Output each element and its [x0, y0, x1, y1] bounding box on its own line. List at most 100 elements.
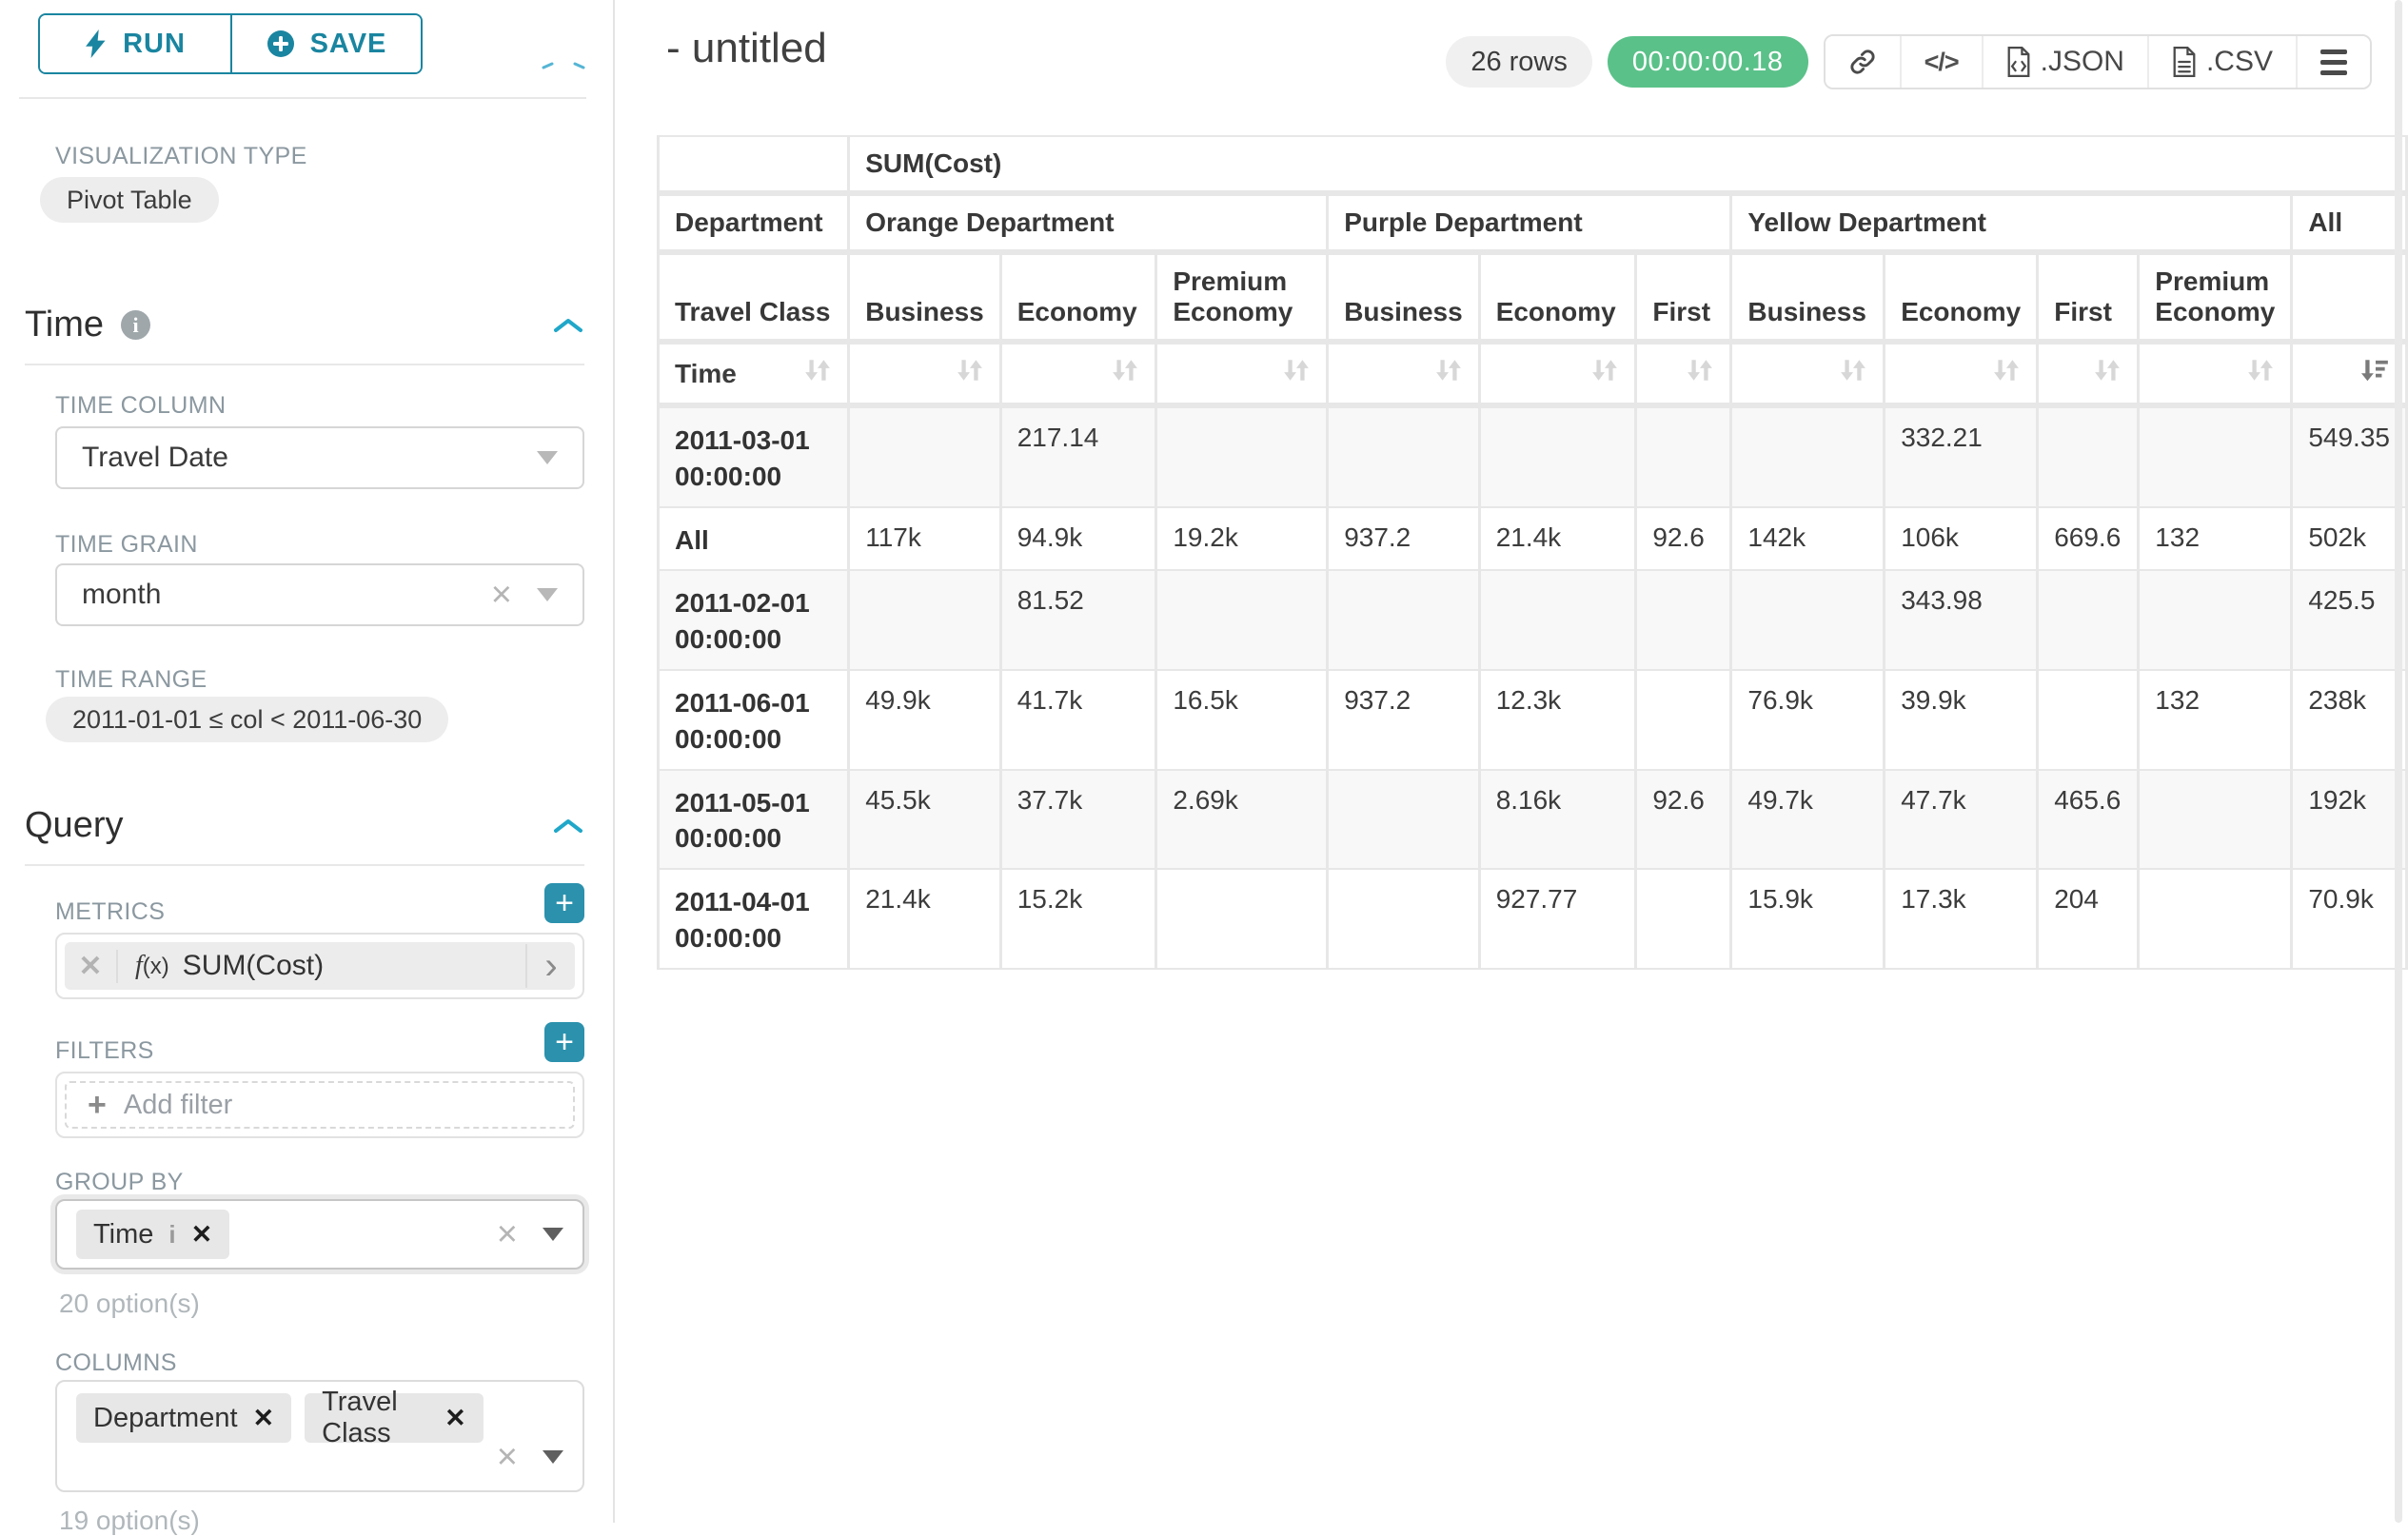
metrics-field: ✕ f(x) SUM(Cost) › [55, 933, 584, 999]
pivot-col-group-header: Orange Department [850, 196, 1327, 253]
remove-tag-icon[interactable]: ✕ [444, 1403, 466, 1432]
filters-field: + Add filter [55, 1072, 584, 1138]
columns-tag-label: Travel Class [322, 1387, 398, 1448]
remove-tag-icon[interactable]: ✕ [190, 1219, 213, 1249]
clear-icon[interactable]: × [490, 575, 512, 615]
pivot-row: 2011-06-01 00:00:00 49.9k 41.7k 16.5k 937.2 1… [660, 670, 2405, 769]
pivot-row-label: 2011-02-01 00:00:00 [660, 571, 848, 669]
chevron-down-icon[interactable] [543, 1228, 563, 1241]
sort-updown-icon [803, 356, 832, 391]
group-by-tag-label: Time [93, 1218, 154, 1250]
pivot-cell [1329, 408, 1478, 506]
tag-info-icon[interactable]: i [168, 1219, 176, 1249]
query-timer-badge: 00:00:00.18 [1607, 36, 1808, 88]
save-button[interactable]: SAVE [230, 15, 421, 72]
pivot-cell [1157, 571, 1327, 669]
pivot-cell [1329, 870, 1478, 968]
pivot-cell: 70.9k [2293, 870, 2405, 968]
pivot-table: SUM(Cost) Department Orange Department Purp… [657, 135, 2408, 970]
info-circle-icon[interactable]: i [121, 310, 151, 340]
pivot-sort-header[interactable] [1637, 345, 1730, 406]
pivot-cell: 76.9k [1732, 670, 1884, 769]
columns-select[interactable]: Department ✕ Travel Class ✕ × [55, 1380, 584, 1492]
run-button[interactable]: RUN [40, 15, 230, 72]
pivot-sort-header[interactable] [2140, 345, 2291, 406]
add-filter-plus-button[interactable]: + [544, 1022, 584, 1062]
chevron-down-icon[interactable] [537, 451, 558, 464]
pivot-cell: 132 [2140, 670, 2291, 769]
chart-type-collapse-chevron-icon[interactable] [541, 59, 586, 72]
pivot-cell: 465.6 [2039, 770, 2138, 869]
pivot-cell [1637, 408, 1730, 506]
pivot-cell: 937.2 [1329, 670, 1478, 769]
pivot-sort-header[interactable] [1329, 345, 1478, 406]
metrics-label: METRICS [55, 898, 166, 925]
columns-tag-label: Department [93, 1402, 238, 1433]
pivot-cell: 47.7k [1885, 770, 2037, 869]
pivot-cell: 17.3k [1885, 870, 2037, 968]
pivot-sort-header[interactable] [1001, 345, 1155, 406]
pivot-sort-header-active[interactable] [2293, 345, 2405, 406]
pivot-cell: 49.9k [850, 670, 999, 769]
pivot-row: 2011-04-01 00:00:00 21.4k 15.2k 927.77 15.9k… [660, 870, 2405, 968]
pivot-cell [1157, 870, 1327, 968]
metric-expand-chevron-icon[interactable]: › [525, 944, 575, 988]
add-filter-button[interactable]: + Add filter [65, 1081, 575, 1129]
pivot-sort-header[interactable] [1157, 345, 1327, 406]
pivot-row-label: All [660, 507, 848, 570]
export-json-button[interactable]: .JSON [1981, 36, 2147, 88]
chevron-down-icon[interactable] [543, 1450, 563, 1464]
add-metric-button[interactable]: + [544, 883, 584, 923]
pivot-cell: 2.69k [1157, 770, 1327, 869]
time-column-label: TIME COLUMN [55, 392, 227, 419]
pivot-sort-header[interactable] [1885, 345, 2037, 406]
pivot-sort-header[interactable] [1732, 345, 1884, 406]
pivot-sort-header[interactable] [850, 345, 999, 406]
view-query-button[interactable]: </> [1899, 36, 1982, 88]
metric-chip[interactable]: ✕ f(x) SUM(Cost) › [65, 942, 575, 990]
sort-updown-icon [1992, 356, 2021, 391]
visualization-type-chip[interactable]: Pivot Table [40, 177, 219, 223]
clear-icon[interactable]: × [496, 1437, 518, 1477]
pivot-cell: 425.5 [2293, 571, 2405, 669]
metric-chip-body[interactable]: f(x) SUM(Cost) [118, 950, 525, 982]
pivot-cell: 8.16k [1480, 770, 1635, 869]
query-collapse-chevron-icon[interactable] [552, 817, 584, 836]
pivot-cell [2140, 408, 2291, 506]
pivot-table-container: SUM(Cost) Department Orange Department Purp… [657, 135, 2408, 970]
time-range-chip[interactable]: 2011-01-01 ≤ col < 2011-06-30 [46, 697, 449, 742]
pivot-cell: 81.52 [1001, 571, 1155, 669]
pivot-cell [1637, 571, 1730, 669]
pivot-cell [1480, 571, 1635, 669]
menu-button[interactable] [2296, 36, 2370, 88]
metric-chip-label: SUM(Cost) [182, 950, 325, 981]
row-count-badge: 26 rows [1446, 36, 1592, 88]
clear-icon[interactable]: × [496, 1214, 518, 1254]
pivot-cell [1157, 408, 1327, 506]
pivot-row-label: 2011-05-01 00:00:00 [660, 770, 848, 869]
pivot-row-label: 2011-06-01 00:00:00 [660, 670, 848, 769]
pivot-cell: 21.4k [850, 870, 999, 968]
time-collapse-chevron-icon[interactable] [552, 316, 584, 335]
remove-tag-icon[interactable]: ✕ [252, 1403, 275, 1432]
pivot-cell: 549.35 [2293, 408, 2405, 506]
pivot-cell: 41.7k [1001, 670, 1155, 769]
scrollbar[interactable] [2395, 0, 2402, 1523]
export-button-group: </> .JSON .CSV [1823, 34, 2372, 89]
export-csv-button[interactable]: .CSV [2146, 36, 2296, 88]
pivot-row-dimension-sort-header[interactable]: Time [660, 345, 848, 406]
divider [19, 97, 586, 99]
pivot-sort-header[interactable] [2039, 345, 2138, 406]
time-grain-select[interactable]: month × [55, 563, 584, 626]
group-by-select[interactable]: Time i ✕ × [55, 1199, 584, 1270]
chevron-down-icon[interactable] [537, 588, 558, 601]
pivot-cell [1732, 408, 1884, 506]
chart-title[interactable]: - untitled [666, 25, 827, 71]
run-save-button-group: RUN SAVE [38, 13, 423, 74]
remove-metric-icon[interactable]: ✕ [65, 949, 118, 983]
time-column-select[interactable]: Travel Date [55, 426, 584, 489]
pivot-cell [2039, 670, 2138, 769]
pivot-sort-header[interactable] [1480, 345, 1635, 406]
copy-link-button[interactable] [1825, 36, 1900, 88]
sort-updown-icon [2246, 356, 2275, 391]
